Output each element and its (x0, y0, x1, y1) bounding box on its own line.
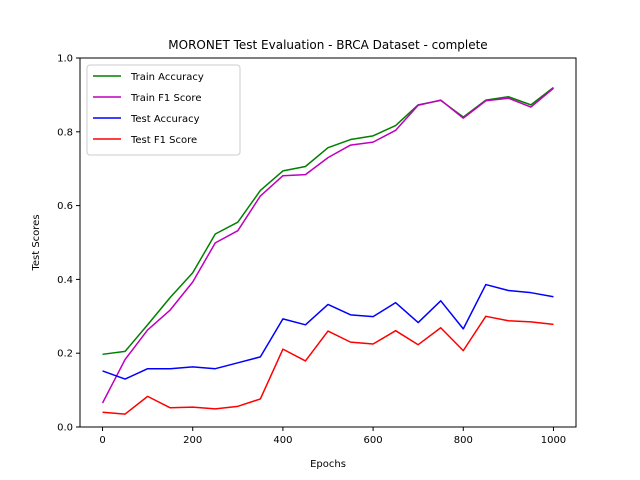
legend-label-train-f1-score: Train F1 Score (130, 93, 201, 104)
y-tick-label: 0.4 (57, 275, 73, 286)
series-line-test-accuracy (102, 283, 554, 380)
y-tick-label: 1.0 (57, 54, 73, 65)
y-tick-label: 0.0 (57, 423, 73, 434)
chart-title: MORONET Test Evaluation - BRCA Dataset -… (168, 38, 487, 52)
plot-frame (79, 57, 577, 428)
y-axis-label: Test Scores (31, 214, 42, 271)
x-axis-label: Epochs (310, 459, 346, 470)
y-axis: 0.0 0.2 0.4 0.6 0.8 1.0 (57, 54, 80, 434)
legend: Train Accuracy Train F1 Score Test Accurac… (86, 64, 241, 156)
legend-label-train-accuracy: Train Accuracy (130, 72, 204, 83)
legend-label-test-accuracy: Test Accuracy (130, 114, 200, 125)
x-tick-label: 400 (273, 435, 292, 446)
x-tick-label: 800 (454, 435, 473, 446)
series-line-test-f1-score (102, 315, 554, 415)
x-axis: 0 200 400 600 800 1000 (99, 427, 566, 446)
y-tick-label: 0.6 (57, 201, 73, 212)
x-tick-label: 600 (364, 435, 383, 446)
legend-box (86, 64, 241, 156)
legend-label-test-f1-score: Test F1 Score (130, 135, 197, 146)
y-tick-label: 0.2 (57, 349, 73, 360)
x-tick-label: 0 (99, 435, 105, 446)
series-line-train-f1-score (101, 87, 554, 404)
y-tick-label: 0.8 (57, 127, 73, 138)
x-tick-label: 200 (183, 435, 202, 446)
series-layer (101, 86, 554, 415)
x-tick-label: 1000 (541, 435, 566, 446)
